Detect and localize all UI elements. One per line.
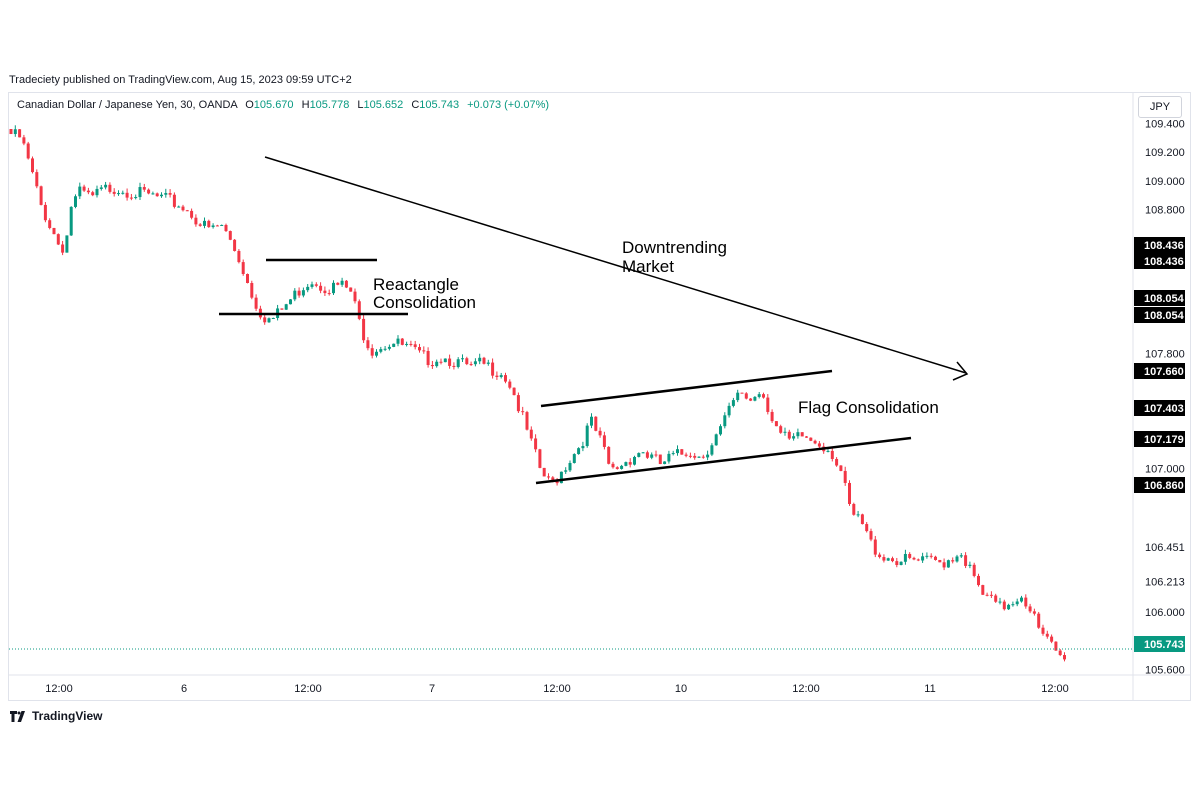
footer-brand: TradingView bbox=[32, 709, 103, 723]
open-value: 105.670 bbox=[253, 99, 294, 111]
low-value: 105.652 bbox=[363, 99, 404, 111]
currency-button[interactable]: JPY bbox=[1138, 96, 1182, 118]
symbol-name: Canadian Dollar / Japanese Yen, 30, OAND… bbox=[17, 99, 238, 111]
close-value: 105.743 bbox=[419, 99, 460, 111]
tradingview-brand[interactable]: TradingView bbox=[10, 709, 102, 723]
symbol-legend: Canadian Dollar / Japanese Yen, 30, OAND… bbox=[17, 99, 549, 111]
low-label: L bbox=[357, 99, 364, 111]
chart-frame bbox=[8, 92, 1191, 701]
publisher-line: Tradeciety published on TradingView.com,… bbox=[9, 74, 352, 86]
open-label: O bbox=[245, 99, 254, 111]
high-label: H bbox=[301, 99, 310, 111]
change-value: +0.073 (+0.07%) bbox=[467, 99, 550, 111]
tradingview-logo-icon bbox=[10, 710, 25, 722]
high-value: 105.778 bbox=[309, 99, 350, 111]
close-label: C bbox=[411, 99, 420, 111]
